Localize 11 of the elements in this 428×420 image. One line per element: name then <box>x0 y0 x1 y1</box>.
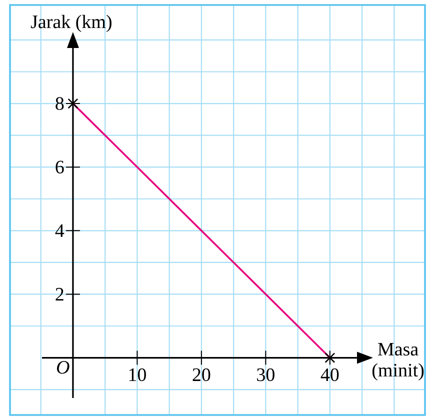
x-tick-label: 40 <box>320 368 339 382</box>
x-tick-label: 30 <box>257 368 274 382</box>
y-tick-label: 4 <box>55 224 64 237</box>
y-tick-label: 2 <box>56 288 64 301</box>
x-tick-label: 10 <box>129 368 146 382</box>
x-axis-title: Masa (minit) <box>372 342 424 380</box>
y-axis-title: Jarak (km) <box>30 14 112 32</box>
annotation: O <box>56 360 70 374</box>
y-tick-label: 6 <box>56 160 64 174</box>
y-tick-label: 8 <box>56 97 64 110</box>
x-tick-label: 20 <box>192 368 210 382</box>
